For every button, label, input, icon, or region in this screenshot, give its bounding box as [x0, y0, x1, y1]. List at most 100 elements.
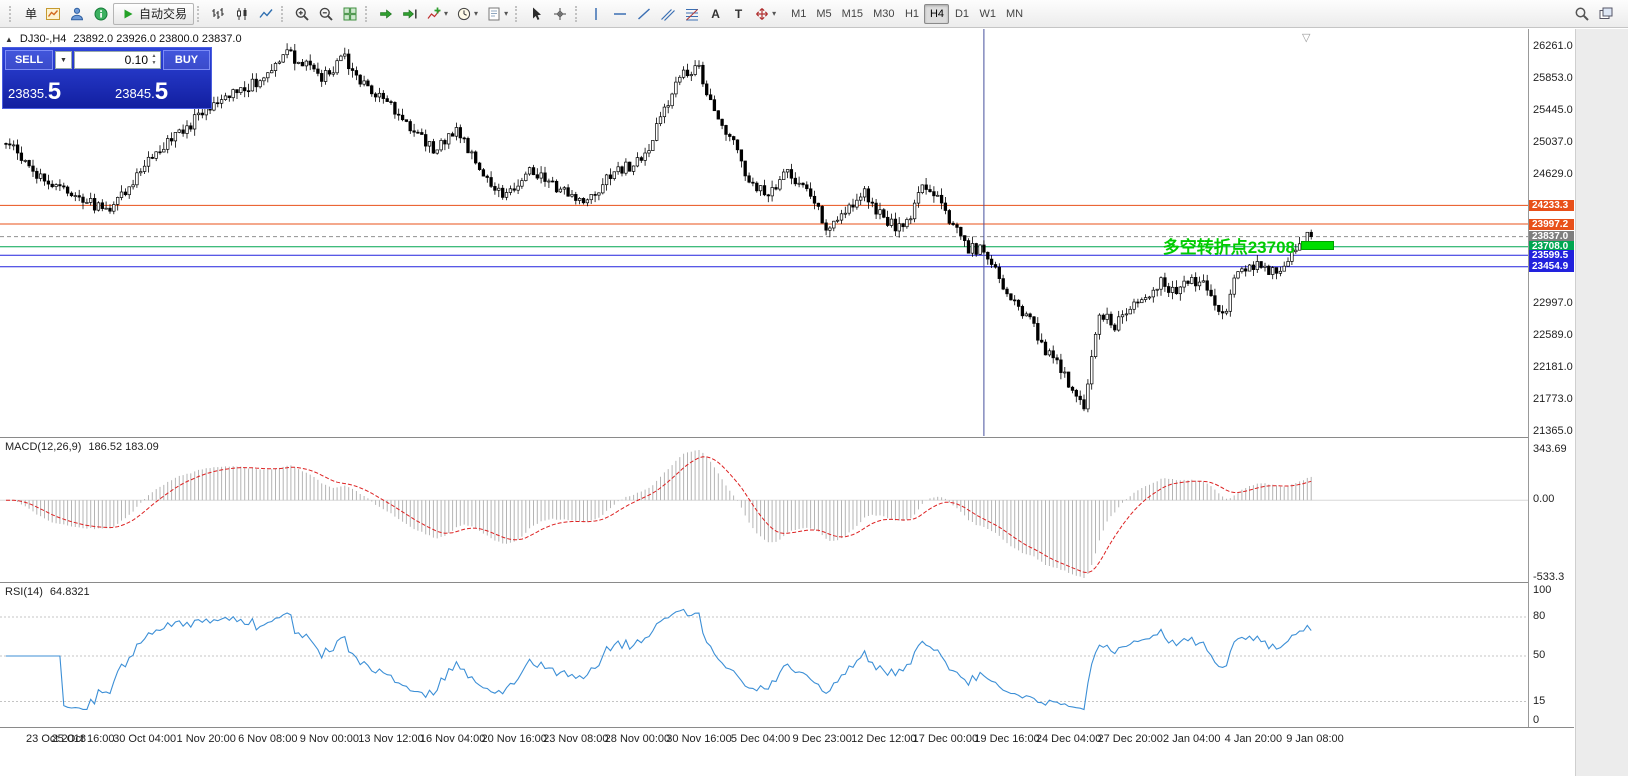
time-label: 23 Nov 08:00	[543, 733, 609, 745]
chart-annotation[interactable]: 多空转折点23708	[1118, 235, 1334, 257]
main-chart[interactable]: ▲ DJ30-,H4 23892.0 23926.0 23800.0 23837…	[0, 29, 1528, 436]
profiles-button[interactable]	[65, 3, 89, 25]
profiles-icon	[69, 6, 85, 22]
time-label: 20 Nov 16:00	[481, 733, 547, 745]
right-margin	[1575, 29, 1628, 776]
line-chart-button[interactable]	[254, 3, 278, 25]
timeframe-mn[interactable]: MN	[1005, 7, 1024, 20]
lot-spinner[interactable]: ▲ ▼	[149, 52, 159, 68]
price-tick: 25445.0	[1533, 104, 1573, 117]
timeframe-m15[interactable]: M15	[841, 7, 864, 20]
time-label: 12 Dec 12:00	[851, 733, 917, 745]
data-window-button[interactable]	[89, 3, 113, 25]
toolbar-grip	[575, 5, 579, 22]
time-label: 5 Dec 04:00	[730, 733, 791, 745]
chevron-down-icon: ▾	[444, 9, 449, 18]
trendline-button[interactable]	[632, 3, 656, 25]
arrows-button[interactable]: ▾	[750, 3, 780, 25]
fibonacci-button[interactable]	[680, 3, 704, 25]
price-level-tag: 23997.2	[1529, 218, 1574, 230]
rsi-panel[interactable]: RSI(14) 64.8321	[0, 582, 1528, 726]
time-label: 28 Nov 00:00	[604, 733, 671, 745]
toolbar: 单 自动交易 ▾ ▾ ▾ A T ▾ M1 M5 M15 M30 H1 H4 D1 W1 MN	[0, 0, 1628, 28]
autotrade-button-label: 自动交易	[139, 7, 188, 21]
symbol-timeframe-label: DJ30-,H4	[19, 33, 67, 45]
chart-shift-button[interactable]	[398, 3, 422, 25]
candlestick-plot[interactable]	[0, 29, 1528, 436]
new-chart-button[interactable]	[41, 3, 65, 25]
zoom-out-button[interactable]	[314, 3, 338, 25]
new-order-button[interactable]: 单	[18, 3, 41, 25]
price-tick: 22181.0	[1533, 360, 1573, 373]
templates-button[interactable]: ▾	[482, 3, 512, 25]
chevron-down-icon: ▾	[474, 9, 479, 18]
candlestick-icon	[234, 6, 250, 22]
tile-windows-button[interactable]	[338, 3, 362, 25]
timeframe-h1[interactable]: H1	[904, 7, 919, 20]
horizontal-line-button[interactable]	[608, 3, 632, 25]
order-type-dropdown[interactable]: ▼	[55, 51, 72, 69]
chevron-down-icon: ▾	[772, 9, 777, 18]
auto-scroll-button[interactable]	[374, 3, 398, 25]
cursor-button[interactable]	[524, 3, 548, 25]
sell-price[interactable]: 23835. 5	[8, 78, 62, 105]
rsi-line	[6, 608, 1312, 711]
price-level-tag: 23599.5	[1529, 249, 1574, 261]
toolbar-grip	[365, 5, 369, 22]
timeframe-m1[interactable]: M1	[791, 7, 807, 20]
text-button[interactable]: A	[704, 3, 727, 25]
timeframe-m30[interactable]: M30	[873, 7, 895, 20]
timeframe-d1[interactable]: D1	[954, 7, 969, 20]
time-label: 30 Nov 16:00	[666, 733, 732, 745]
window-list-button[interactable]	[1594, 3, 1618, 25]
vertical-line-button[interactable]	[584, 3, 608, 25]
bar-chart-button[interactable]	[206, 3, 230, 25]
indicators-button[interactable]: ▾	[422, 3, 452, 25]
line-chart-icon	[258, 6, 274, 22]
time-label: 19 Dec 16:00	[974, 733, 1040, 745]
crosshair-button[interactable]	[548, 3, 572, 25]
fibonacci-icon	[684, 6, 700, 22]
zoom-in-button[interactable]	[290, 3, 314, 25]
buy-button[interactable]: BUY	[163, 50, 210, 70]
tile-windows-icon	[342, 6, 358, 22]
macd-histogram	[9, 450, 1312, 578]
toolbar-grip	[197, 5, 201, 22]
macd-tick: 343.69	[1533, 443, 1567, 455]
annotation-marker	[1301, 240, 1334, 250]
timeframe-w1[interactable]: W1	[979, 7, 996, 20]
indicators-icon	[426, 6, 442, 22]
spinner-up-icon[interactable]: ▲	[151, 53, 157, 59]
windows-icon	[1598, 6, 1614, 22]
price-level-tag: 23837.0	[1529, 231, 1574, 243]
timeframe-m5[interactable]: M5	[816, 7, 832, 20]
chart-shift-icon	[402, 6, 418, 22]
channel-button[interactable]	[656, 3, 680, 25]
crosshair-icon	[552, 6, 568, 22]
spinner-down-icon[interactable]: ▼	[151, 60, 157, 66]
search-button[interactable]	[1570, 3, 1594, 25]
rsi-tick: 80	[1533, 610, 1546, 622]
rsi-tick: 0	[1533, 714, 1540, 726]
label-button[interactable]: T	[727, 3, 750, 25]
time-label: 9 Jan 08:00	[1286, 733, 1344, 745]
toolbar-group-standard: 单 自动交易	[6, 2, 195, 25]
buy-price[interactable]: 23845. 5	[115, 78, 169, 105]
sell-button[interactable]: SELL	[5, 50, 53, 70]
time-label: 25 Oct 16:00	[51, 733, 115, 745]
scroll-to-end-icon[interactable]: ▽	[1302, 32, 1311, 44]
time-label: 23 Oct 2018	[26, 733, 86, 745]
macd-panel[interactable]: MACD(12,26,9) 186.52 183.09	[0, 437, 1528, 581]
time-label: 1 Nov 20:00	[176, 733, 236, 745]
time-axis[interactable]: 23 Oct 2018 25 Oct 16:00 30 Oct 04:00 1 Nov…	[0, 727, 1574, 749]
cursor-icon	[528, 6, 544, 22]
lot-size-input[interactable]: 0.10 ▲ ▼	[74, 51, 161, 69]
candlestick-button[interactable]	[230, 3, 254, 25]
timeframe-h4[interactable]: H4	[924, 3, 950, 24]
toolbar-grip	[9, 5, 13, 22]
price-axis[interactable]: 26261.0 25853.0 25445.0 25037.0 24629.0 22997…	[1528, 29, 1575, 727]
text-button-glyph: A	[711, 6, 720, 21]
autotrade-button[interactable]: 自动交易	[113, 2, 195, 25]
zoom-out-icon	[318, 6, 334, 22]
periods-button[interactable]: ▾	[452, 3, 482, 25]
